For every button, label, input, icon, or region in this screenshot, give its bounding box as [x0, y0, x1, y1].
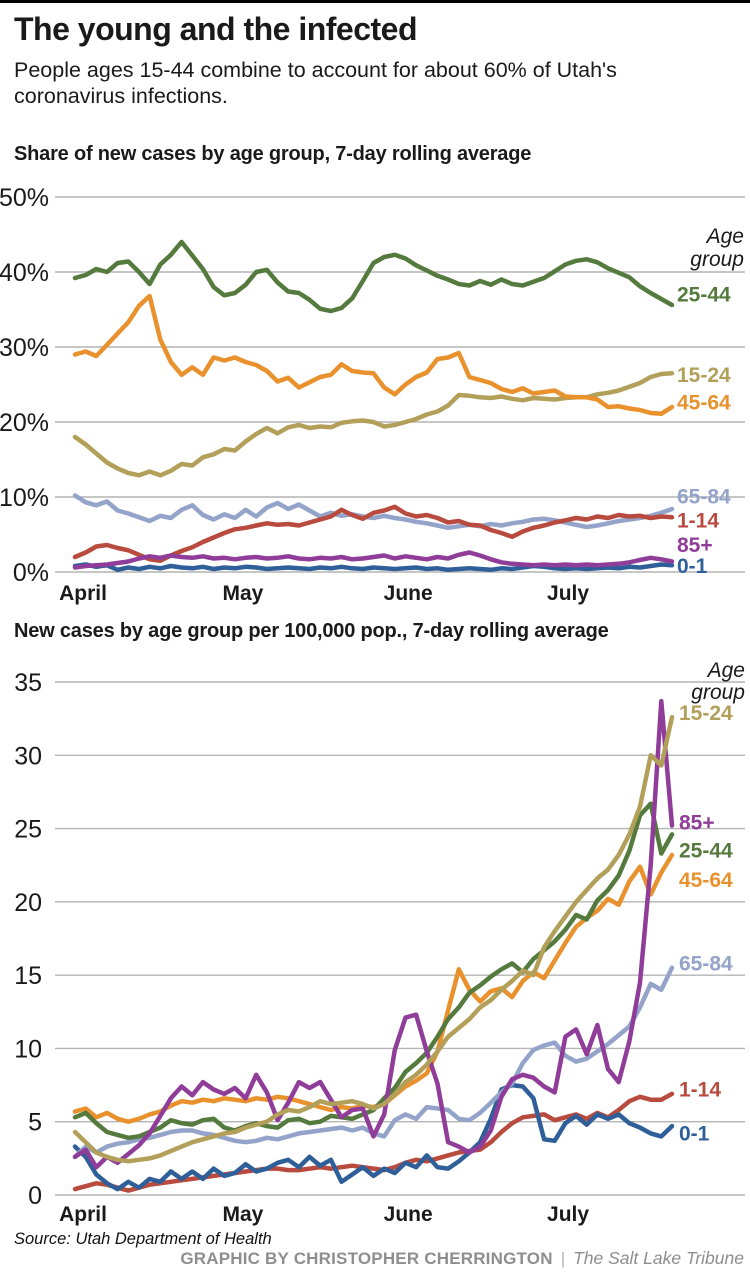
y-axis-tick-label: 20	[14, 889, 42, 917]
series-label-65-84: 65-84	[679, 952, 733, 975]
series-line-15-24	[72, 714, 675, 1164]
y-axis-tick-label: 10	[14, 1035, 42, 1063]
series-label-85+: 85+	[677, 534, 713, 557]
series-line-65-84	[72, 965, 675, 1160]
y-axis-tick-label: 30	[14, 742, 42, 770]
series-line-65-84	[72, 493, 675, 531]
y-axis-tick-label: 25	[14, 816, 42, 844]
series-label-0-1: 0-1	[679, 1122, 710, 1145]
series-line-85+	[72, 550, 675, 570]
y-axis-tick-label: 10%	[0, 484, 49, 512]
x-axis-month-label: May	[222, 1203, 263, 1226]
legend-title-line: Age	[706, 659, 745, 682]
chart-title-rate: New cases by age group per 100,000 pop.,…	[14, 620, 609, 642]
y-axis-tick-label: 30%	[0, 334, 49, 362]
series-label-45-64: 45-64	[677, 392, 731, 415]
series-line-15-24	[72, 371, 675, 478]
y-axis-tick-label: 0	[28, 1182, 42, 1210]
legend-title-line: Age	[705, 225, 744, 248]
x-axis-month-label: April	[59, 1203, 107, 1226]
series-label-45-64: 45-64	[679, 869, 733, 892]
x-axis-month-label: July	[547, 582, 589, 605]
series-line-85+	[72, 698, 675, 1170]
x-axis-month-label: June	[384, 582, 433, 605]
x-axis-month-label: July	[547, 1203, 589, 1226]
legend-title-line: group	[691, 681, 745, 704]
page-title: The young and the infected	[14, 11, 418, 47]
x-axis-month-label: June	[384, 1203, 433, 1226]
y-axis-tick-label: 35	[14, 669, 42, 697]
y-axis-tick-label: 15	[14, 962, 42, 990]
x-axis-month-label: April	[59, 582, 107, 605]
series-label-65-84: 65-84	[677, 485, 731, 508]
top-rule	[0, 0, 750, 3]
series-line-0-1	[72, 562, 675, 573]
series-label-25-44: 25-44	[677, 284, 731, 307]
series-line-1-14	[72, 1091, 675, 1193]
source-note: Source: Utah Department of Health	[14, 1230, 272, 1248]
series-label-15-24: 15-24	[679, 702, 733, 725]
series-line-0-1	[72, 1082, 675, 1192]
y-axis-tick-label: 20%	[0, 409, 49, 437]
series-label-25-44: 25-44	[679, 840, 733, 863]
y-axis-tick-label: 0%	[13, 559, 49, 587]
y-axis-tick-label: 5	[28, 1109, 42, 1137]
page-subtitle: People ages 15-44 combine to account for…	[14, 58, 617, 108]
legend-title-line: group	[690, 248, 744, 271]
series-line-45-64	[72, 293, 675, 417]
chart-title-share: Share of new cases by age group, 7-day r…	[14, 143, 532, 165]
credit-line: GRAPHIC BY CHRISTOPHER CHERRINGTON | The…	[180, 1248, 744, 1269]
credit-separator: |	[560, 1249, 566, 1268]
series-label-0-1: 0-1	[677, 555, 708, 578]
series-label-15-24: 15-24	[677, 364, 731, 387]
x-axis-month-label: May	[222, 582, 263, 605]
series-label-1-14: 1-14	[677, 509, 719, 532]
y-axis-tick-label: 40%	[0, 259, 49, 287]
series-line-25-44	[72, 801, 675, 1141]
credit-publication: The Salt Lake Tribune	[573, 1248, 744, 1268]
series-label-85+: 85+	[679, 812, 715, 835]
credit-author: GRAPHIC BY CHRISTOPHER CHERRINGTON	[180, 1249, 553, 1268]
y-axis-tick-label: 50%	[0, 184, 49, 212]
series-label-1-14: 1-14	[679, 1078, 721, 1101]
series-line-25-44	[72, 239, 675, 314]
